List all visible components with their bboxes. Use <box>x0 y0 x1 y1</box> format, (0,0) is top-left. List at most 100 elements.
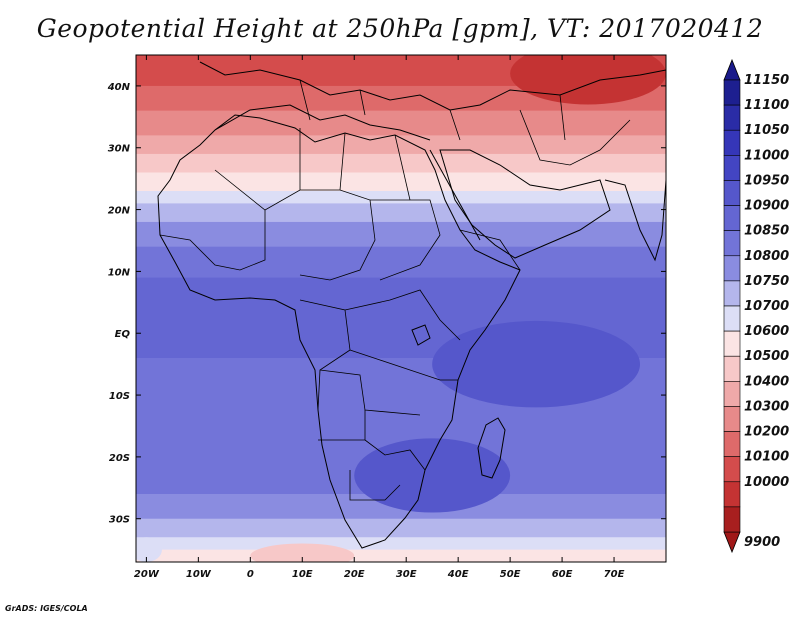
colorbar-label: 10400 <box>744 374 789 389</box>
lat-label: EQ <box>115 329 131 340</box>
field-band <box>136 135 666 155</box>
colorbar-swatch <box>723 79 741 106</box>
colorbar-swatch <box>723 255 741 282</box>
colorbar-swatch <box>723 355 741 382</box>
colorbar-swatch <box>723 330 741 357</box>
country-border <box>394 134 411 201</box>
colorbar-label: 10750 <box>744 274 789 289</box>
colorbar-label: 10100 <box>744 450 789 465</box>
colorbar-swatch <box>723 431 741 457</box>
field-band <box>136 221 666 248</box>
lon-label: 70E <box>604 569 625 580</box>
field-band <box>136 203 666 223</box>
lat-label: 10N <box>108 267 131 278</box>
country-border <box>349 349 458 381</box>
colorbar-swatch <box>723 280 741 307</box>
colorbar-label: 10600 <box>744 324 789 339</box>
lon-label: 60E <box>552 569 573 580</box>
colorbar-label: 11000 <box>744 148 789 163</box>
colorbar-label: 10700 <box>744 299 789 314</box>
country-border <box>299 79 566 141</box>
lon-label: 20E <box>344 569 365 580</box>
field-band <box>136 537 666 551</box>
lat-label: 20S <box>109 453 130 464</box>
colorbar-swatch <box>723 406 741 432</box>
lat-label: 20N <box>108 206 131 217</box>
colorbar-label: 10950 <box>744 173 789 188</box>
colorbar-label: 10900 <box>744 199 789 214</box>
colorbar-label: 10300 <box>744 399 789 414</box>
field-band <box>136 549 666 562</box>
europe-coastline <box>199 61 667 111</box>
colorbar-swatch <box>723 506 741 533</box>
madagascar-coastline <box>477 417 506 479</box>
coastlines <box>157 61 667 549</box>
colorbar-label: 10500 <box>744 349 789 364</box>
country-borders <box>159 79 631 501</box>
country-border <box>519 109 631 166</box>
colorbar-label: 10200 <box>744 425 789 440</box>
mediterranean-outline <box>214 104 431 141</box>
colorbar-swatch <box>723 481 741 508</box>
colorbar-label: 10850 <box>744 224 789 239</box>
country-border <box>344 289 461 341</box>
axis-ticks: 40N 30N 20N 10N EQ 10S 20S 30S 20W 10W 0 10E 20E 30E 4… <box>107 55 666 580</box>
colorbar-label: 11050 <box>744 123 789 138</box>
colorbar: 11150 11100 11050 11000 10950 10900 10850 10800… <box>723 58 789 554</box>
lon-label: 30E <box>396 569 417 580</box>
arabia-coastline <box>439 149 611 259</box>
colorbar-swatch <box>723 180 741 206</box>
colorbar-swatch <box>723 305 741 332</box>
colorbar-swatch <box>723 381 741 407</box>
colorbar-label: 10000 <box>744 475 789 490</box>
map-frame <box>135 54 667 563</box>
lat-label: 10S <box>109 391 130 402</box>
colorbar-label: 9900 <box>744 535 780 550</box>
country-border <box>319 369 421 416</box>
colorbar-extend-top <box>723 58 741 81</box>
field-band <box>136 153 666 173</box>
colorbar-extend-bottom <box>723 531 741 554</box>
colorbar-label: 10800 <box>744 249 789 264</box>
lon-label: 10E <box>292 569 313 580</box>
lat-label: 30S <box>109 515 130 526</box>
field-blob <box>432 320 641 408</box>
country-border <box>339 132 346 191</box>
lon-label: 50E <box>500 569 521 580</box>
red-sea-outline <box>429 149 481 241</box>
country-border <box>364 439 426 471</box>
field-band <box>136 110 666 136</box>
country-border <box>159 210 266 271</box>
field-blob <box>136 537 162 562</box>
lake-victoria <box>411 324 431 346</box>
geopotential-field <box>136 55 666 562</box>
colorbar-label: 11100 <box>744 98 789 113</box>
field-band <box>136 518 666 538</box>
colorbar-swatch <box>723 230 741 257</box>
colorbar-swatch <box>723 104 741 131</box>
colorbar-swatch <box>723 129 741 156</box>
colorbar-swatch <box>723 456 741 483</box>
grads-credit: GrADS: IGES/COLA <box>5 604 88 613</box>
field-blob <box>250 543 355 562</box>
field-band <box>136 191 666 204</box>
country-border <box>349 470 401 501</box>
country-border <box>459 229 521 271</box>
field-band <box>136 246 666 279</box>
field-band <box>136 172 666 192</box>
africa-coastline <box>157 114 521 549</box>
lon-label: 10W <box>186 569 212 580</box>
map-title: Geopotential Height at 250hPa [gpm], VT:… <box>36 14 764 43</box>
colorbar-label: 11150 <box>744 73 789 88</box>
lon-label: 0 <box>247 569 254 580</box>
colorbar-swatch <box>723 155 741 181</box>
colorbar-swatch <box>723 205 741 231</box>
lon-label: 40E <box>447 569 469 580</box>
lon-label: 20W <box>134 569 160 580</box>
india-coastline <box>604 179 667 262</box>
lat-label: 30N <box>108 144 131 155</box>
field-blob <box>354 438 511 513</box>
field-blob <box>510 55 666 105</box>
lat-label: 40N <box>107 82 131 93</box>
